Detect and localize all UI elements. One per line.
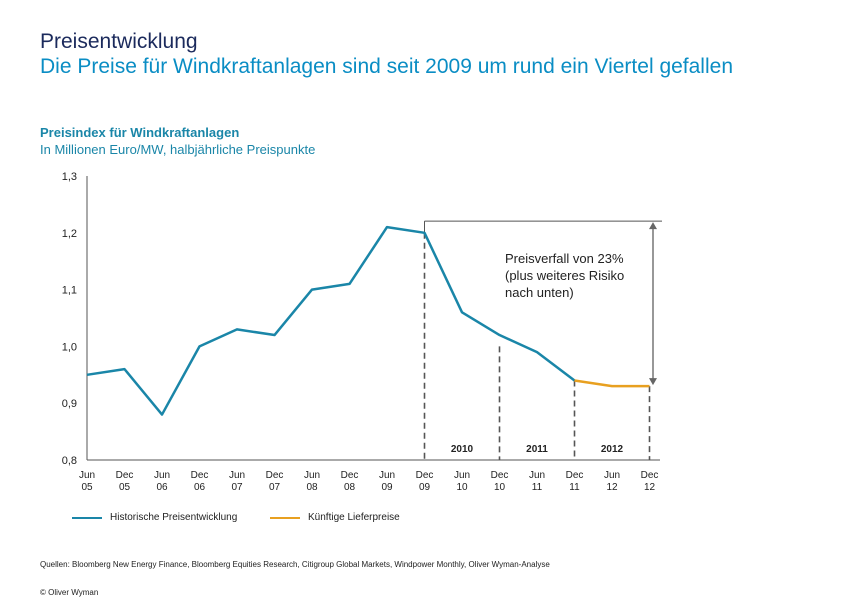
arrow-head-down <box>649 378 657 386</box>
y-tick-label: 0,8 <box>62 455 77 467</box>
x-tick-label: 07 <box>231 482 243 493</box>
legend-item-historic: Historische Preisentwicklung <box>72 512 237 523</box>
y-tick-label: 1,1 <box>62 285 77 297</box>
arrow-head-up <box>649 222 657 230</box>
x-tick-label: 12 <box>606 482 618 493</box>
x-tick-label: 10 <box>456 482 468 493</box>
legend-item-future: Künftige Lieferpreise <box>270 512 400 523</box>
year-label: 2012 <box>601 444 624 455</box>
annotation-line: (plus weiteres Risiko <box>505 268 625 283</box>
x-tick-label: Jun <box>529 470 545 481</box>
x-tick-label: 12 <box>644 482 656 493</box>
legend-swatch <box>270 516 300 519</box>
x-tick-label: Jun <box>454 470 470 481</box>
x-tick-label: Jun <box>229 470 245 481</box>
x-tick-label: Dec <box>116 470 134 481</box>
x-tick-label: 07 <box>269 482 281 493</box>
x-tick-label: Dec <box>266 470 284 481</box>
y-tick-label: 0,9 <box>62 398 77 410</box>
year-label: 2011 <box>526 444 548 455</box>
x-tick-label: 11 <box>532 482 543 493</box>
annotation-line: nach unten) <box>505 285 574 300</box>
x-tick-label: Dec <box>566 470 584 481</box>
x-tick-label: Dec <box>491 470 509 481</box>
x-tick-label: Jun <box>604 470 620 481</box>
chart-title: Preisindex für Windkraftanlagen <box>40 125 240 140</box>
x-tick-label: Dec <box>341 470 359 481</box>
x-tick-label: 06 <box>194 482 206 493</box>
x-tick-label: Jun <box>379 470 395 481</box>
x-tick-label: Dec <box>191 470 209 481</box>
copyright: © Oliver Wyman <box>40 588 99 597</box>
x-tick-label: Jun <box>154 470 170 481</box>
legend-label: Künftige Lieferpreise <box>308 512 400 523</box>
year-label: 2010 <box>451 444 474 455</box>
chart-subtitle: In Millionen Euro/MW, halbjährliche Prei… <box>40 142 316 157</box>
x-tick-label: Dec <box>416 470 434 481</box>
y-tick-label: 1,0 <box>62 341 77 353</box>
x-tick-label: 08 <box>344 482 356 493</box>
x-tick-label: 09 <box>381 482 393 493</box>
annotation-line: Preisverfall von 23% <box>505 251 624 266</box>
y-tick-label: 1,3 <box>62 171 77 183</box>
series-line-historic <box>86 225 576 416</box>
x-tick-label: Jun <box>79 470 95 481</box>
sources-note: Quellen: Bloomberg New Energy Finance, B… <box>40 560 550 569</box>
x-tick-label: 05 <box>81 482 93 493</box>
series-line-future <box>574 379 650 388</box>
y-tick-label: 1,2 <box>62 228 77 240</box>
page-subtitle: Die Preise für Windkraftanlagen sind sei… <box>40 55 733 78</box>
price-drop-annotation: Preisverfall von 23% (plus weiteres Risi… <box>505 250 624 301</box>
x-tick-label: 06 <box>156 482 168 493</box>
x-tick-label: 08 <box>306 482 318 493</box>
x-tick-label: 10 <box>494 482 506 493</box>
page-title: Preisentwicklung <box>40 30 198 53</box>
x-tick-label: Jun <box>304 470 320 481</box>
x-tick-label: Dec <box>641 470 659 481</box>
x-tick-label: 05 <box>119 482 131 493</box>
legend-swatch <box>72 516 102 519</box>
legend-label: Historische Preisentwicklung <box>110 512 238 523</box>
x-tick-label: 09 <box>419 482 431 493</box>
x-tick-label: 11 <box>569 482 580 493</box>
